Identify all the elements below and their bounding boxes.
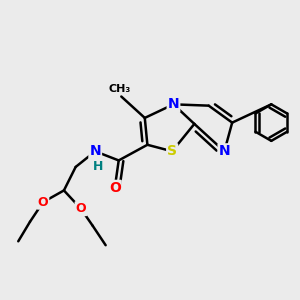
Text: O: O — [38, 196, 48, 209]
Text: H: H — [93, 160, 103, 173]
Text: N: N — [218, 144, 230, 158]
Text: CH₃: CH₃ — [109, 84, 131, 94]
Text: S: S — [167, 144, 177, 158]
Text: O: O — [109, 181, 121, 195]
Text: O: O — [76, 202, 86, 215]
Text: N: N — [89, 144, 101, 158]
Text: N: N — [168, 97, 179, 111]
